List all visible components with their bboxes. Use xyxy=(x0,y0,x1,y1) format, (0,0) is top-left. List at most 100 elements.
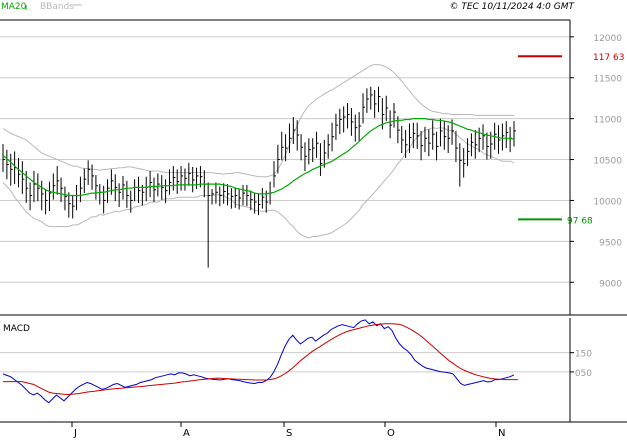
price-bar xyxy=(451,119,455,145)
price-bar xyxy=(238,189,242,210)
price-bar xyxy=(347,103,350,129)
x-tick-label: S xyxy=(286,428,292,439)
main-y-tick-label: 11500 xyxy=(593,75,622,85)
price-bar xyxy=(308,138,311,165)
price-bar xyxy=(432,120,435,150)
macd-y-tick-label: 050 xyxy=(575,369,592,379)
price-bar xyxy=(339,108,342,135)
price-bar xyxy=(459,143,462,187)
price-bar xyxy=(192,166,195,193)
price-bar xyxy=(412,122,416,149)
price-bar xyxy=(498,125,501,154)
moving-average xyxy=(2,117,515,197)
price-bar xyxy=(420,130,424,161)
price-bar xyxy=(323,139,327,168)
price-bar xyxy=(207,182,211,268)
main-y-tick-label: 9000 xyxy=(599,279,622,289)
price-bar xyxy=(29,182,33,211)
price-bar xyxy=(87,160,91,185)
price-bar xyxy=(176,169,180,194)
macd-y-tick-label: 150 xyxy=(575,350,592,360)
price-bar xyxy=(374,90,377,118)
price-bar xyxy=(165,179,168,203)
price-bar xyxy=(467,138,470,167)
macd-line xyxy=(2,319,515,404)
price-bar xyxy=(157,173,160,197)
price-bar xyxy=(227,184,230,206)
bbands-legend-label: BBands xyxy=(40,2,74,12)
price-bar xyxy=(439,118,443,147)
price-bar xyxy=(327,134,331,159)
price-bar xyxy=(436,131,439,161)
price-bar xyxy=(246,184,249,207)
copyright-label: © TEC 10/11/2024 4:0 GMT xyxy=(449,2,575,12)
price-bar xyxy=(234,187,238,208)
main-y-tick-label: 10000 xyxy=(593,197,622,207)
price-bar xyxy=(149,171,153,198)
main-grid xyxy=(0,36,570,283)
price-bar xyxy=(277,144,280,174)
price-bar xyxy=(281,131,284,161)
price-bar xyxy=(261,188,265,209)
support-label: 97 68 xyxy=(567,216,593,226)
price-bar xyxy=(60,177,64,203)
price-bar xyxy=(64,186,67,211)
price-bar xyxy=(370,86,373,110)
price-bar xyxy=(292,117,296,144)
price-bar xyxy=(114,174,118,202)
price-bar xyxy=(126,180,129,208)
main-y-tick-label: 12000 xyxy=(593,34,622,44)
price-bar xyxy=(389,110,393,139)
signal-line xyxy=(3,323,518,396)
macd-grid xyxy=(0,352,570,373)
price-bar xyxy=(288,123,292,153)
price-bar xyxy=(424,126,427,153)
price-bar xyxy=(188,162,191,186)
price-bar xyxy=(304,142,307,171)
price-bar xyxy=(405,130,408,158)
macd-title: MACD xyxy=(3,324,30,334)
price-bar xyxy=(219,186,222,207)
price-bar xyxy=(312,138,315,162)
resistance-label: 117 63 xyxy=(593,53,625,63)
price-bar xyxy=(300,134,304,161)
price-bar xyxy=(358,112,362,141)
price-bar xyxy=(335,113,338,140)
price-bar xyxy=(505,121,509,149)
price-bar xyxy=(401,126,404,153)
x-tick-label: N xyxy=(498,428,505,439)
price-bar xyxy=(350,108,354,136)
price-bar xyxy=(141,184,145,206)
price-bar xyxy=(118,183,122,207)
x-tick-label: J xyxy=(73,428,77,439)
price-bar xyxy=(316,131,319,158)
price-bar xyxy=(48,181,52,212)
price-bar xyxy=(362,93,366,124)
price-bar xyxy=(366,88,369,113)
price-bar xyxy=(72,195,75,219)
price-bar xyxy=(91,164,95,190)
price-bar xyxy=(79,176,83,203)
main-y-tick-label: 9500 xyxy=(599,238,622,248)
price-bar xyxy=(482,124,486,150)
price-bar xyxy=(513,121,516,147)
price-bar xyxy=(501,123,505,151)
price-bar xyxy=(393,103,396,128)
price-bar xyxy=(443,121,447,150)
price-bar xyxy=(474,130,478,159)
axes: 9000 9500 10000 10500 11000 11500 12000 150 050 J… xyxy=(0,19,627,439)
price-bar xyxy=(180,166,184,191)
price-bar xyxy=(416,122,420,149)
price-bar xyxy=(408,123,412,153)
price-bar xyxy=(385,95,389,122)
price-bar xyxy=(223,183,226,204)
price-bar xyxy=(215,182,218,204)
price-bar xyxy=(319,143,323,176)
price-bar xyxy=(103,185,106,214)
price-bar xyxy=(463,148,466,178)
price-bar xyxy=(254,193,257,214)
x-tick-label: O xyxy=(387,428,395,439)
price-bar xyxy=(41,180,44,211)
